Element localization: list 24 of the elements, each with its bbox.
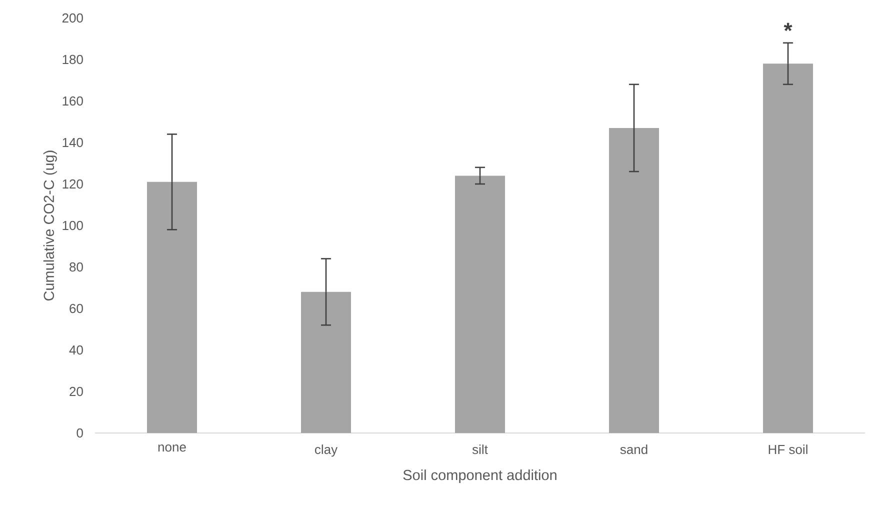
- x-tick-label: none: [158, 444, 186, 452]
- bar: [763, 64, 814, 433]
- y-tick-label: 200: [62, 13, 83, 23]
- y-tick-label: 60: [70, 304, 83, 314]
- y-tick-label: 80: [70, 262, 83, 272]
- x-axis-title: Soil component addition: [403, 470, 556, 484]
- y-tick-label: 100: [62, 220, 83, 230]
- y-tick-label: 160: [62, 96, 83, 106]
- y-axis-title: Cumulative CO2-C (ug): [43, 150, 57, 301]
- x-tick-label: sand: [620, 444, 648, 454]
- bar: [147, 182, 197, 433]
- x-tick-label: silt: [472, 444, 488, 454]
- y-tick-label: 0: [76, 428, 83, 438]
- y-tick-label: 20: [70, 386, 83, 396]
- x-tick-label: HF soil: [768, 444, 808, 454]
- bar: [301, 292, 352, 433]
- y-tick-label: 140: [62, 138, 83, 148]
- y-tick-label: 120: [62, 179, 83, 189]
- bar: [609, 128, 660, 433]
- annotation: *: [784, 22, 792, 32]
- bar: [455, 176, 506, 433]
- y-tick-label: 40: [69, 345, 83, 355]
- x-tick-label: clay: [314, 444, 338, 457]
- y-tick-label: 180: [62, 54, 83, 64]
